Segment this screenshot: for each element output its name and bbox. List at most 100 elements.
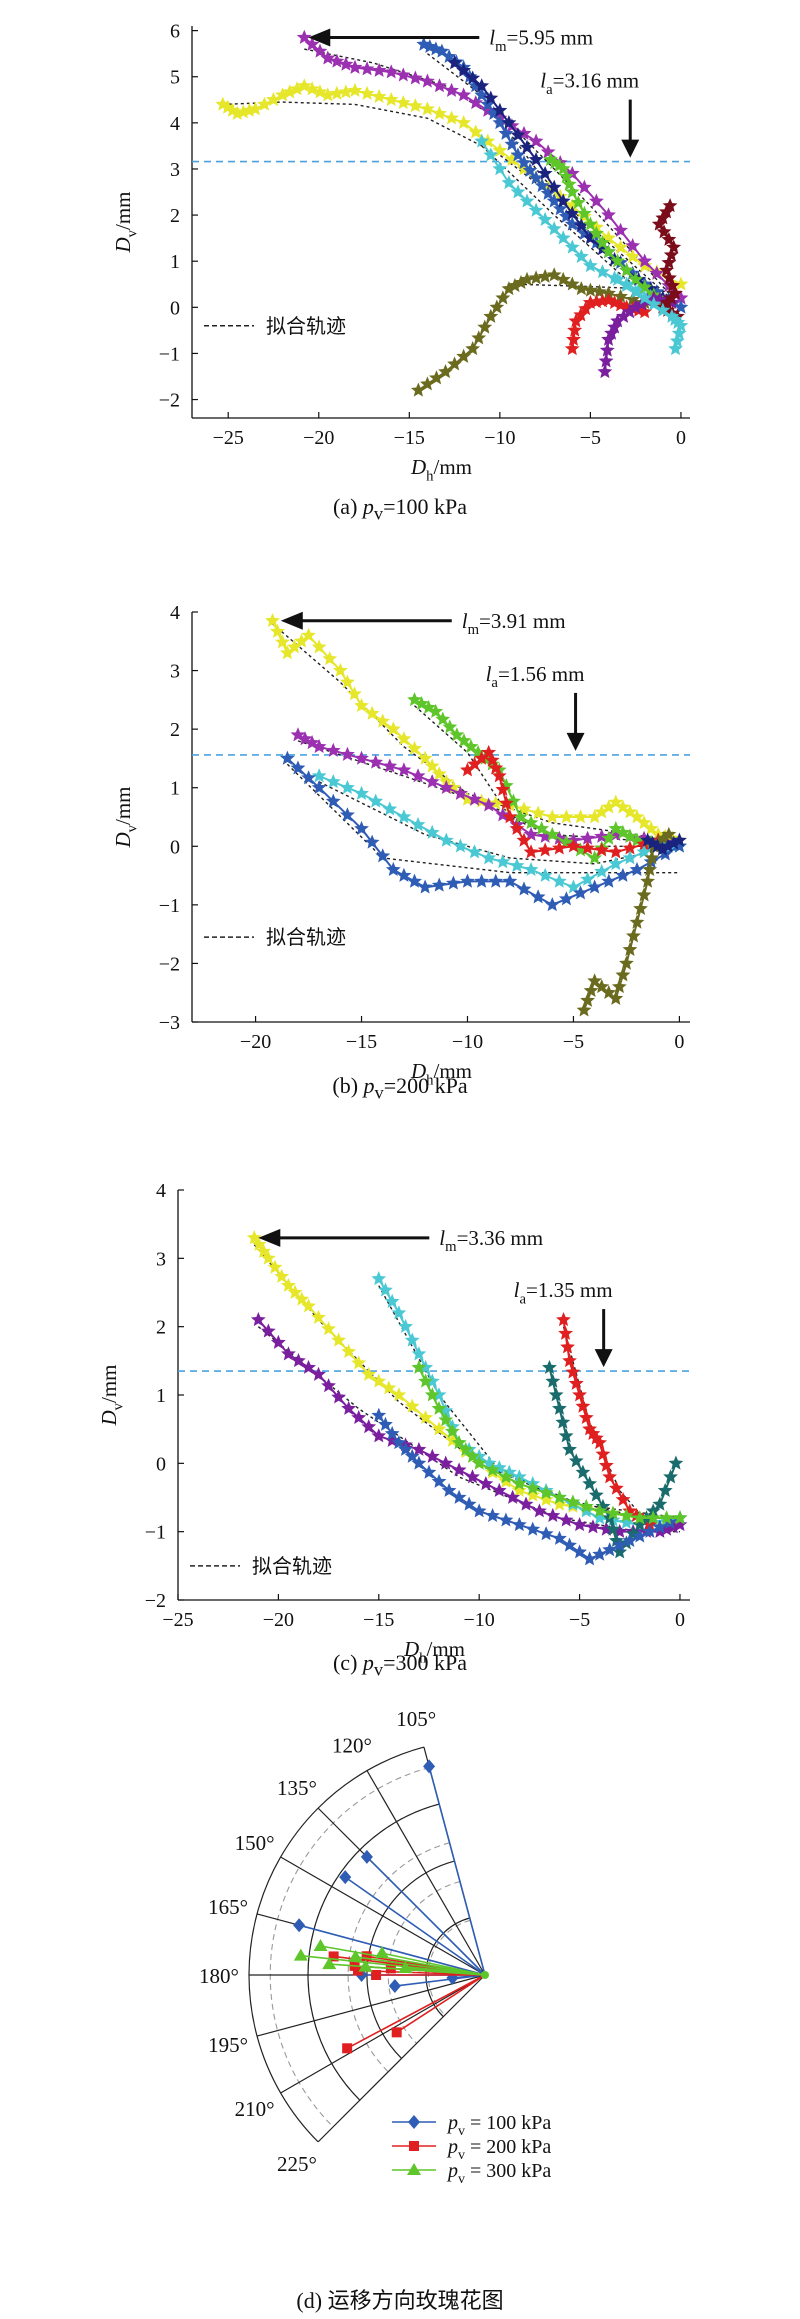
polar-point	[342, 2043, 353, 2054]
polar-legend-label: pv = 200 kPa	[446, 2136, 551, 2163]
data-point	[619, 1507, 634, 1523]
lm-arrowhead	[308, 28, 331, 47]
data-point	[546, 221, 562, 236]
data-point	[661, 826, 677, 841]
data-point	[351, 1355, 367, 1370]
data-point	[331, 1389, 347, 1404]
data-point	[420, 101, 435, 116]
trajectory-line	[271, 620, 680, 842]
data-point	[595, 235, 610, 250]
data-point	[368, 754, 384, 769]
data-point	[613, 222, 628, 237]
data-point	[528, 151, 544, 167]
data-point	[281, 1277, 296, 1292]
data-point	[468, 95, 484, 110]
data-point	[424, 824, 440, 839]
data-point	[599, 342, 615, 357]
data-point	[477, 319, 493, 334]
data-point	[594, 863, 610, 878]
data-point	[429, 370, 444, 385]
data-point	[668, 341, 683, 356]
data-point	[551, 840, 567, 855]
data-point	[523, 844, 539, 859]
data-point	[442, 719, 458, 734]
data-point	[311, 639, 327, 654]
data-point	[460, 873, 475, 888]
la-arrowhead	[566, 732, 585, 751]
data-point	[629, 914, 645, 929]
data-point	[456, 733, 472, 748]
data-point	[575, 1398, 591, 1413]
data-point	[534, 178, 550, 193]
x-tick-label: −10	[464, 1609, 495, 1631]
data-point	[518, 1496, 534, 1511]
la-label: la=3.16 mm	[540, 69, 639, 98]
data-point	[580, 992, 595, 1007]
x-tick-label: 0	[675, 1609, 685, 1631]
data-point	[407, 692, 422, 707]
polar-point	[388, 1979, 401, 1994]
data-point	[410, 817, 426, 832]
polar-point	[360, 1849, 373, 1864]
data-point	[396, 762, 412, 777]
data-point	[453, 838, 468, 853]
data-point	[385, 721, 401, 736]
data-point	[478, 1476, 494, 1491]
data-point	[347, 82, 363, 97]
data-point	[501, 175, 517, 190]
data-point	[396, 867, 412, 882]
polar-ray	[396, 1974, 486, 2034]
polar-point	[358, 1959, 373, 1972]
data-point	[266, 92, 281, 107]
data-point	[587, 973, 603, 988]
data-point	[474, 78, 490, 93]
data-point	[573, 281, 589, 296]
x-tick-label: −5	[569, 1609, 590, 1631]
data-point	[391, 1387, 407, 1402]
data-point	[395, 67, 411, 82]
data-point	[321, 1321, 336, 1336]
x-tick-label: −15	[346, 1031, 377, 1053]
polar-legend-marker	[407, 2163, 421, 2175]
data-point	[636, 887, 652, 902]
y-axis-label: Dv/mm	[97, 1364, 126, 1426]
y-tick-label: 1	[156, 1385, 166, 1407]
data-point	[578, 301, 593, 316]
polar-ray	[298, 1924, 486, 1976]
data-point	[646, 296, 662, 311]
data-point	[555, 1414, 571, 1429]
data-point	[398, 1441, 413, 1456]
chart-a: −25 −20 −15 −10 −5 0−2−10123456Dh/mmDv/mmlm=5…	[111, 21, 690, 484]
polar-point	[361, 1951, 372, 1962]
y-tick-label: 3	[156, 1248, 166, 1270]
data-point	[385, 861, 401, 877]
y-tick-label: 0	[170, 836, 180, 858]
data-point	[382, 801, 398, 816]
data-point	[595, 1446, 611, 1461]
data-point	[504, 136, 520, 151]
data-point	[456, 87, 472, 102]
data-point	[645, 1510, 661, 1525]
data-point	[544, 897, 560, 912]
data-point	[655, 302, 671, 317]
data-point	[568, 313, 584, 328]
y-tick-label: −2	[159, 953, 180, 975]
polar-angle-label: 165°	[208, 1895, 248, 1919]
data-point	[592, 1503, 608, 1518]
data-point	[364, 705, 380, 720]
data-point	[661, 254, 677, 270]
data-point	[311, 768, 327, 783]
data-point	[594, 842, 610, 857]
x-tick-label: −5	[580, 427, 601, 449]
la-arrowhead	[594, 1349, 613, 1368]
data-point	[628, 284, 644, 299]
data-point	[619, 262, 635, 277]
data-point	[322, 651, 338, 666]
data-point	[371, 1271, 387, 1286]
data-point	[301, 1359, 316, 1374]
data-point	[548, 1387, 564, 1402]
polar-point	[293, 1918, 306, 1933]
polar-ray	[346, 1974, 486, 2050]
data-point	[537, 867, 553, 882]
y-tick-label: 3	[170, 661, 180, 683]
